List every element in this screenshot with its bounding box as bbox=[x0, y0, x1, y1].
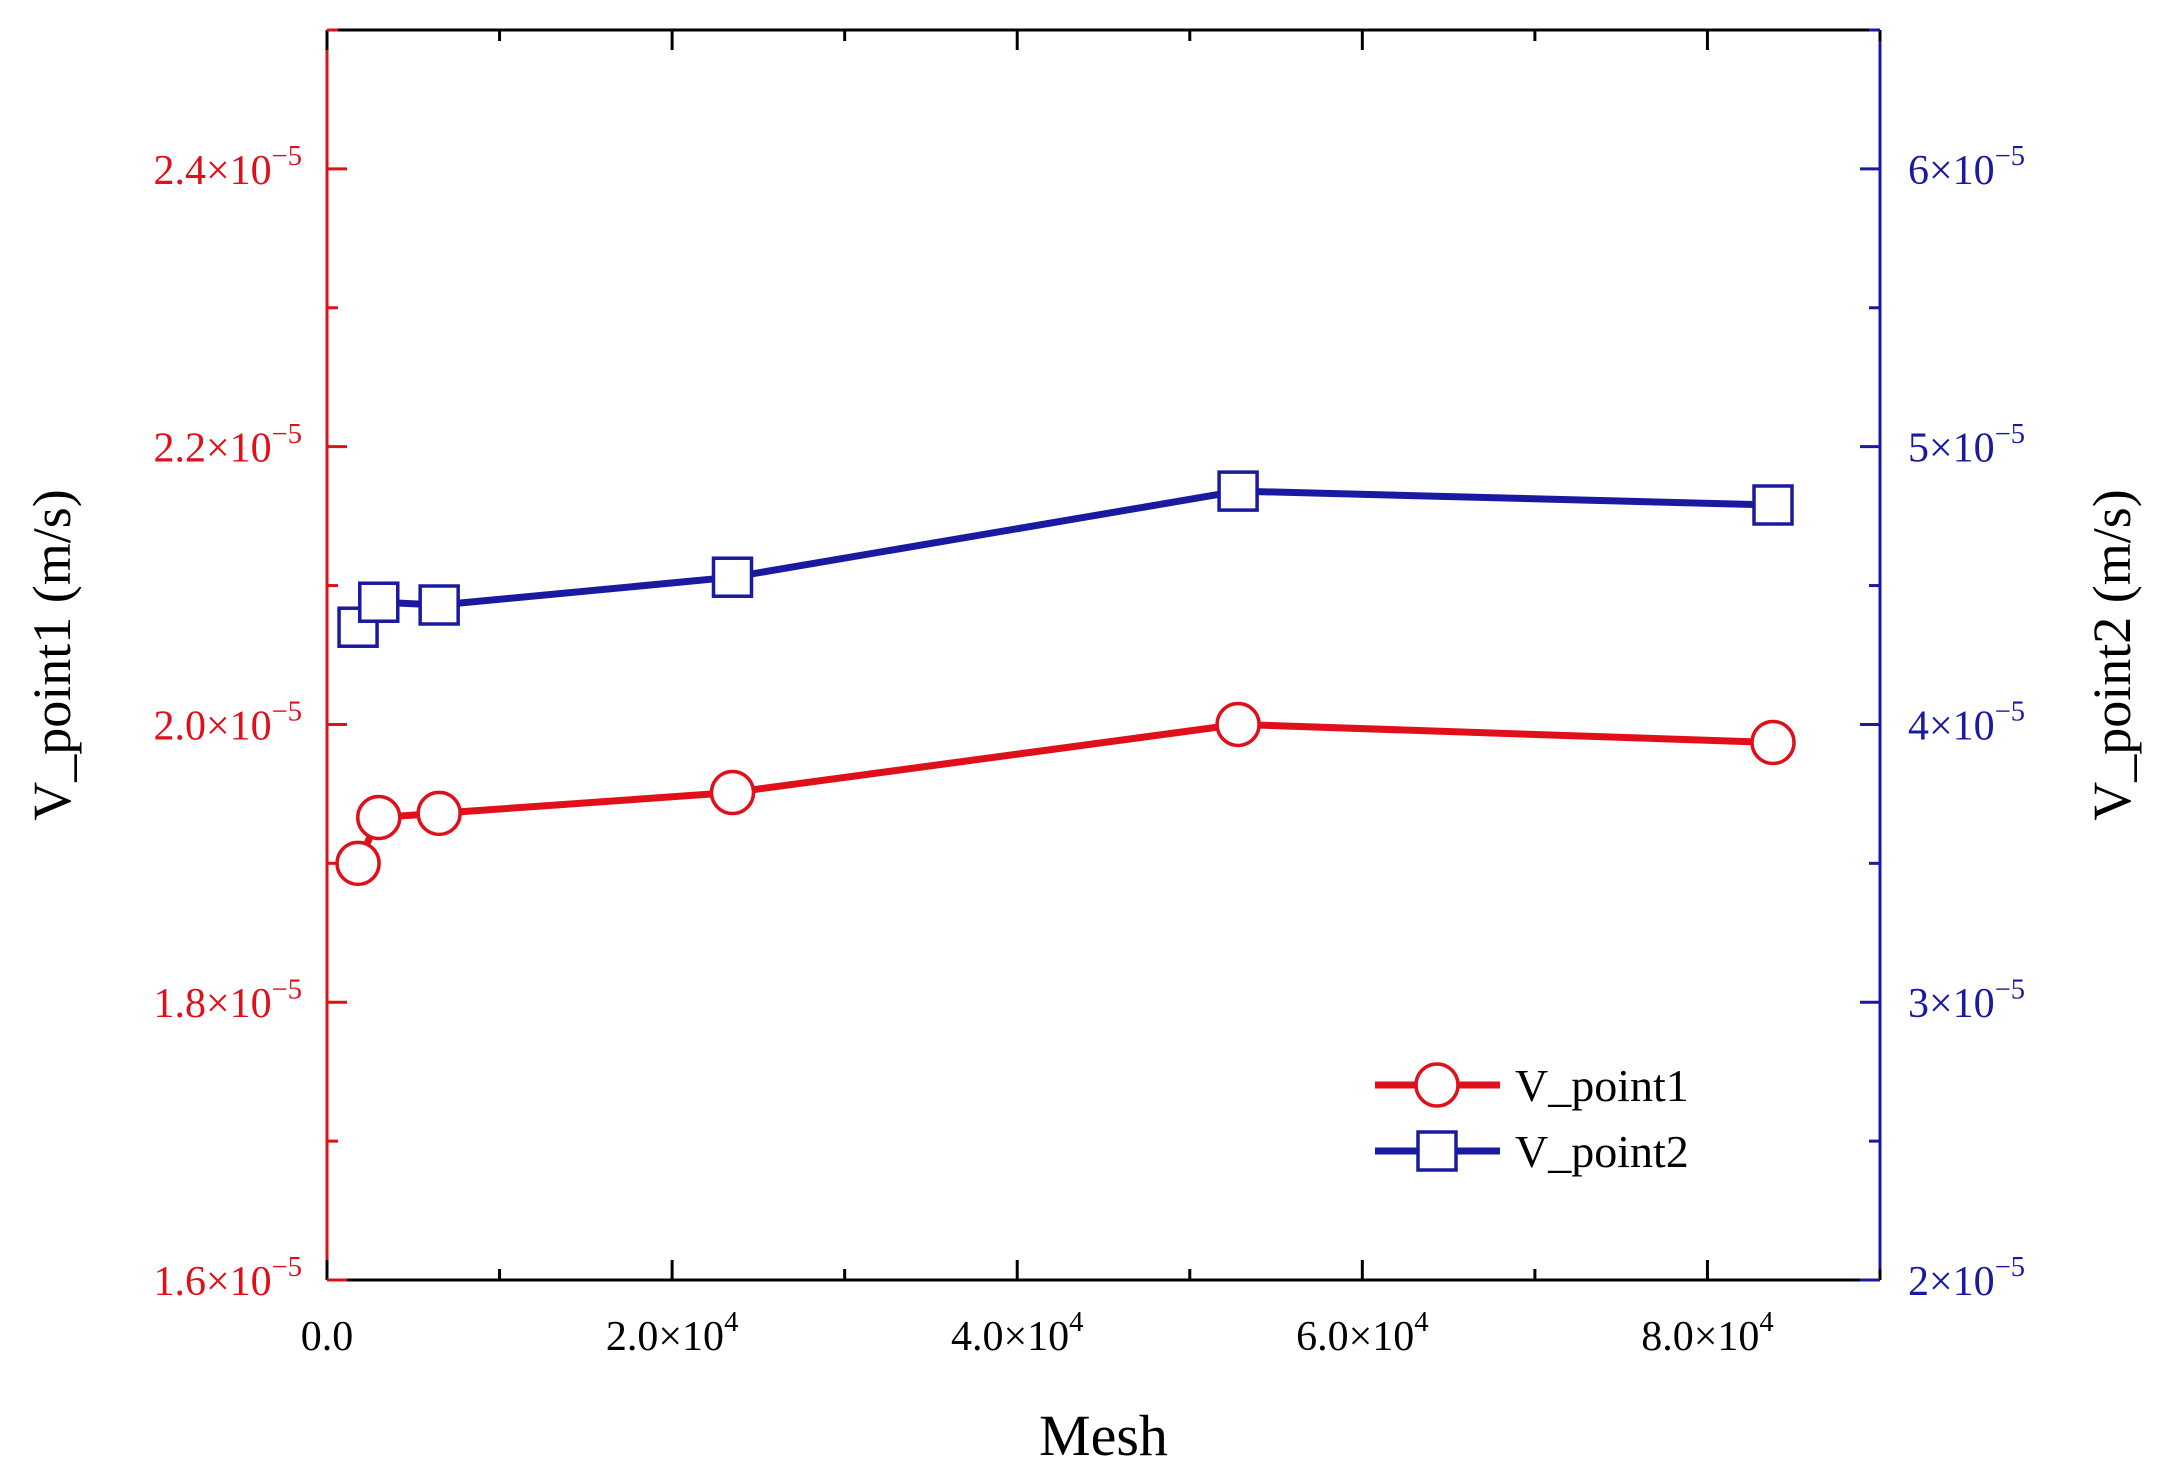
data-point-v-point1 bbox=[1215, 701, 1261, 748]
axes: 0.0 2.0×104 4.0×104 6.0×104 8.0×104 1.6×10−5 1… bbox=[153, 28, 2025, 1360]
series bbox=[335, 470, 1796, 887]
x-tick-label: 4.0×104 bbox=[951, 1307, 1083, 1360]
data-point-v-point1 bbox=[335, 840, 381, 887]
legend-label-v-point2: V_point2 bbox=[1515, 1126, 1689, 1177]
data-point-v-point1 bbox=[416, 790, 462, 837]
y-left-tick-label: 2.4×10−5 bbox=[153, 141, 302, 194]
data-point-v-point1 bbox=[356, 794, 402, 841]
y-right-tick-label: 5×10−5 bbox=[1908, 419, 2025, 472]
y-right-axis-label: V_point2 (m/s) bbox=[2082, 489, 2142, 821]
x-tick-label: 8.0×104 bbox=[1641, 1307, 1773, 1360]
legend-item-v-point1: V_point1 bbox=[1375, 1060, 1689, 1111]
x-tick-label: 0.0 bbox=[301, 1314, 354, 1360]
x-tick-label: 2.0×104 bbox=[606, 1307, 738, 1360]
series-v-point2 bbox=[337, 470, 1794, 648]
series-v-point1 bbox=[335, 701, 1796, 887]
legend-label-v-point1: V_point1 bbox=[1515, 1060, 1689, 1111]
data-point-v-point2 bbox=[711, 556, 754, 598]
y-left-tick-label: 1.8×10−5 bbox=[153, 974, 302, 1027]
legend-marker-v-point1 bbox=[1414, 1062, 1460, 1108]
axis-labels: Mesh V_point1 (m/s) V_point2 (m/s) bbox=[22, 489, 2142, 1468]
data-point-v-point1 bbox=[1750, 719, 1796, 766]
legend: V_point1 V_point2 bbox=[1375, 1060, 1689, 1177]
y-left-axis-label: V_point1 (m/s) bbox=[22, 489, 82, 821]
y-left-tick-label: 1.6×10−5 bbox=[153, 1252, 302, 1305]
data-point-v-point2 bbox=[358, 581, 400, 623]
data-point-v-point2 bbox=[418, 584, 460, 626]
data-point-v-point2 bbox=[1752, 484, 1794, 526]
y-right-tick-label: 4×10−5 bbox=[1908, 697, 2025, 750]
legend-item-v-point2: V_point2 bbox=[1375, 1126, 1689, 1177]
data-point-v-point1 bbox=[709, 769, 756, 816]
data-point-v-point2 bbox=[1217, 470, 1259, 512]
y-right-tick-label: 6×10−5 bbox=[1908, 141, 2025, 194]
x-tick-label: 6.0×104 bbox=[1296, 1307, 1428, 1360]
y-right-tick-label: 3×10−5 bbox=[1908, 974, 2025, 1027]
y-left-tick-label: 2.2×10−5 bbox=[153, 419, 302, 472]
legend-marker-v-point2 bbox=[1416, 1130, 1458, 1172]
y-right-tick-label: 2×10−5 bbox=[1908, 1252, 2025, 1305]
x-axis-label: Mesh bbox=[1039, 1403, 1168, 1468]
y-left-tick-label: 2.0×10−5 bbox=[153, 697, 302, 750]
